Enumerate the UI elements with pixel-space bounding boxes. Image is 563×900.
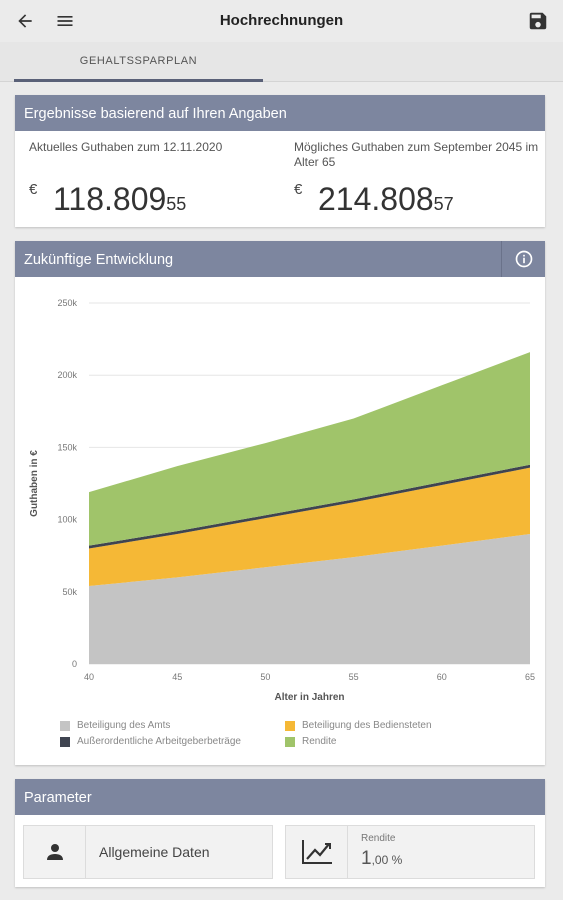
amount-decimal: 55	[166, 194, 187, 214]
tab-indicator	[14, 79, 263, 82]
x-tick-label: 60	[437, 672, 447, 682]
general-data-button[interactable]: Allgemeine Daten	[23, 825, 273, 879]
development-card: Zukünftige Entwicklung 0 50k 100k 150k 200k 2…	[15, 241, 545, 765]
currency-symbol: €	[294, 181, 303, 198]
tab-gehaltssparplan[interactable]: GEHALTSSPARPLAN	[14, 42, 263, 82]
x-tick-label: 45	[172, 672, 182, 682]
y-tick-label: 150k	[57, 442, 77, 452]
tab-label: GEHALTSSPARPLAN	[79, 55, 198, 67]
series-area-2	[89, 464, 530, 549]
legend-item: Beteiligung des Bediensteten	[285, 720, 432, 731]
return-rate-integer: 1	[361, 848, 372, 869]
return-rate-value: 1,00 %	[361, 848, 402, 870]
general-data-label: Allgemeine Daten	[99, 844, 210, 860]
x-tick-label: 65	[525, 672, 535, 682]
amount-integer: 118.809	[53, 181, 167, 217]
y-tick-label: 50k	[62, 587, 77, 597]
results-card-title: Ergebnisse basierend auf Ihren Angaben	[15, 95, 545, 131]
tab-bar: GEHALTSSPARPLAN	[0, 42, 563, 82]
future-balance-amount: 214.80857	[318, 181, 454, 218]
x-tick-label: 55	[349, 672, 359, 682]
arrow-left-icon	[18, 14, 32, 28]
return-rate-label: Rendite	[361, 833, 396, 844]
parameter-card-title: Parameter	[15, 779, 545, 815]
legend-label: Rendite	[302, 736, 337, 747]
y-tick-label: 0	[72, 659, 77, 669]
info-icon	[515, 250, 532, 268]
legend-swatch	[60, 736, 70, 747]
page-title: Hochrechnungen	[219, 12, 344, 29]
x-tick-label: 50	[260, 672, 270, 682]
series-area-0	[89, 534, 530, 664]
legend-item: Außerordentliche Arbeitgeberbeträge	[60, 736, 241, 747]
app-bar: Hochrechnungen	[0, 0, 563, 42]
parameter-card: Parameter Allgemeine Daten Rendite 1,00 …	[15, 779, 545, 887]
amount-decimal: 57	[433, 194, 454, 214]
development-chart: 0 50k 100k 150k 200k 250k 40 45 50 55 60 65 Alter in…	[29, 298, 535, 703]
save-icon	[529, 12, 547, 30]
series-area-3	[89, 352, 530, 546]
trend-chart-icon	[301, 840, 332, 864]
person-icon	[46, 844, 63, 860]
x-tick-label: 40	[84, 672, 94, 682]
series-area-1	[89, 467, 530, 587]
current-balance: Aktuelles Guthaben zum 12.11.2020 € 118.…	[15, 131, 280, 225]
return-rate-button[interactable]: Rendite 1,00 %	[285, 825, 535, 879]
x-axis-label: Alter in Jahren	[274, 692, 344, 703]
amount-integer: 214.808	[318, 181, 434, 217]
y-tick-label: 200k	[57, 370, 77, 380]
results-card: Ergebnisse basierend auf Ihren Angaben A…	[15, 95, 545, 227]
person-icon-box	[24, 826, 86, 878]
current-balance-amount: 118.80955	[53, 181, 186, 218]
future-balance: Mögliches Guthaben zum September 2045 im…	[280, 131, 545, 225]
development-card-header: Zukünftige Entwicklung	[15, 241, 545, 277]
legend-label: Außerordentliche Arbeitgeberbeträge	[77, 736, 241, 747]
development-card-title: Zukünftige Entwicklung	[24, 252, 174, 268]
y-axis-label: Guthaben in €	[29, 450, 40, 517]
current-balance-label: Aktuelles Guthaben zum 12.11.2020	[29, 140, 223, 154]
legend-label: Beteiligung des Bediensteten	[302, 720, 432, 731]
menu-button[interactable]	[52, 8, 78, 34]
save-button[interactable]	[525, 8, 551, 34]
legend-swatch	[285, 720, 295, 731]
y-tick-label: 250k	[57, 298, 77, 308]
legend-label: Beteiligung des Amts	[77, 720, 171, 731]
back-button[interactable]	[12, 8, 38, 34]
legend-item: Beteiligung des Amts	[60, 720, 170, 731]
return-rate-decimal: ,00 %	[371, 853, 403, 867]
menu-icon	[57, 16, 73, 26]
currency-symbol: €	[29, 181, 38, 198]
y-tick-label: 100k	[57, 515, 77, 525]
future-balance-label: Mögliches Guthaben zum September 2045 im…	[294, 140, 539, 169]
legend-item: Rendite	[285, 736, 336, 747]
legend-swatch	[285, 736, 295, 747]
legend-swatch	[60, 720, 70, 731]
info-button[interactable]	[501, 241, 545, 277]
trend-icon-box	[286, 826, 348, 878]
